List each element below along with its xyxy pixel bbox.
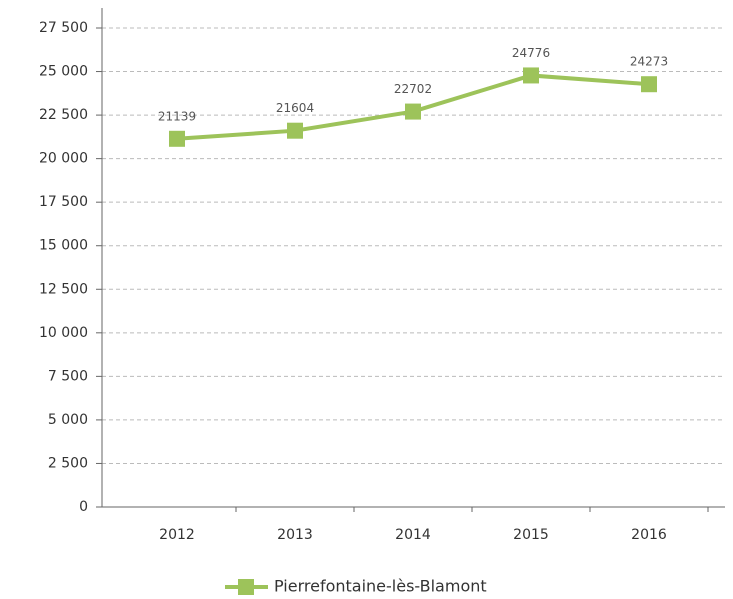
y-tick-label: 0	[79, 499, 88, 515]
data-label: 24776	[512, 46, 550, 60]
marker	[287, 122, 303, 139]
marker	[523, 67, 539, 84]
y-tick-label: 15 000	[39, 238, 88, 254]
data-label: 21139	[158, 109, 196, 123]
legend-label: Pierrefontaine-lès-Blamont	[274, 577, 487, 596]
y-tick-label: 20 000	[39, 151, 88, 167]
marker	[641, 76, 657, 93]
y-tick-label: 17 500	[39, 194, 88, 210]
x-tick-label: 2012	[159, 527, 195, 543]
x-tick-label: 2015	[513, 527, 549, 543]
marker	[169, 130, 185, 147]
y-tick-label: 10 000	[39, 325, 88, 341]
y-tick-label: 7 500	[48, 368, 88, 384]
y-tick-label: 5 000	[48, 412, 88, 428]
x-tick-label: 2016	[631, 527, 667, 543]
x-tick-label: 2014	[395, 527, 431, 543]
y-tick-label: 25 000	[39, 64, 88, 80]
data-label: 24273	[630, 55, 668, 69]
y-tick-label: 2 500	[48, 455, 88, 471]
data-label: 22702	[394, 82, 432, 96]
y-tick-label: 12 500	[39, 281, 88, 297]
data-label: 21604	[276, 101, 314, 115]
legend-marker	[238, 579, 254, 595]
y-tick-label: 22 500	[39, 107, 88, 123]
y-tick-label: 27 500	[39, 20, 88, 36]
x-tick-label: 2013	[277, 527, 313, 543]
marker	[405, 103, 421, 120]
